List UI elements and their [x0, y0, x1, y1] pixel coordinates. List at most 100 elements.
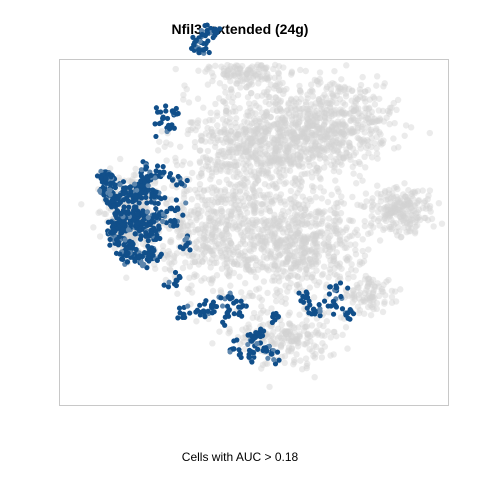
background-cell [310, 116, 318, 123]
background-cell [286, 242, 293, 250]
background-cell [328, 139, 335, 146]
background-cell [277, 132, 284, 140]
background-cell [225, 247, 232, 254]
background-cell [286, 309, 293, 316]
background-cell [315, 220, 322, 228]
background-cell [269, 200, 276, 207]
background-cell [179, 264, 187, 272]
background-cell [245, 100, 253, 107]
background-cell [319, 124, 326, 131]
background-cell [260, 226, 267, 234]
background-cell [303, 114, 311, 121]
background-cell [367, 222, 375, 229]
background-cell [187, 126, 194, 134]
background-cell [269, 231, 276, 239]
background-cell [371, 119, 379, 126]
background-cell [314, 243, 321, 250]
background-cell [278, 213, 285, 221]
background-cell [265, 267, 272, 274]
background-cell [277, 139, 285, 147]
background-cell [278, 298, 286, 306]
background-cell [265, 93, 272, 101]
background-cell [300, 108, 308, 116]
background-cell [199, 240, 207, 248]
background-cell [348, 97, 355, 104]
background-cell [151, 180, 159, 187]
background-cell [356, 86, 364, 93]
background-cell [394, 232, 401, 239]
background-cell [278, 174, 285, 181]
background-cell [198, 221, 206, 228]
background-cell [273, 144, 280, 151]
background-cell [272, 180, 279, 188]
background-cell [264, 152, 271, 159]
background-cell [224, 160, 231, 168]
background-cell [224, 138, 231, 146]
background-cell [421, 197, 429, 205]
background-cell [398, 215, 405, 222]
background-cell [96, 233, 104, 240]
background-cell [207, 176, 214, 183]
background-cell [312, 139, 319, 146]
background-cell [352, 267, 359, 274]
background-cell [414, 214, 421, 222]
background-cell [308, 260, 316, 268]
background-cell [294, 223, 301, 230]
background-cell [286, 141, 293, 149]
background-cell [359, 120, 367, 128]
background-cell [245, 266, 252, 273]
background-cell [276, 218, 284, 225]
background-cell [271, 145, 278, 153]
background-cell [305, 158, 312, 166]
background-cell [243, 127, 250, 134]
background-cell [274, 156, 281, 163]
background-cell [226, 153, 233, 160]
background-cell [379, 308, 387, 316]
background-cell [310, 131, 318, 139]
background-cell [336, 128, 343, 135]
background-cell [268, 158, 275, 165]
background-cell [259, 238, 266, 245]
background-cell [252, 135, 260, 142]
background-cell [374, 208, 382, 216]
background-cell [218, 207, 225, 215]
background-cell [202, 153, 209, 161]
background-cell [285, 223, 293, 231]
background-cell [311, 109, 318, 117]
background-cell [299, 237, 306, 245]
background-cell [316, 174, 324, 181]
background-cell [371, 101, 379, 108]
background-cell [292, 262, 300, 270]
background-cell [386, 225, 394, 233]
background-cell [242, 125, 249, 132]
background-cell [191, 143, 199, 151]
background-cell [196, 159, 204, 167]
background-cell [259, 159, 266, 167]
background-cell [302, 125, 310, 132]
background-cell [293, 351, 300, 358]
background-cell [222, 225, 230, 233]
background-cell [341, 86, 348, 94]
background-cell [323, 85, 330, 93]
background-cell [306, 155, 313, 163]
background-cell [290, 260, 298, 267]
background-cell [283, 142, 290, 149]
background-cell [210, 218, 217, 225]
background-cell [284, 243, 291, 250]
background-cell [225, 94, 232, 101]
background-cell [250, 205, 257, 213]
background-cell [250, 207, 258, 215]
background-cell [364, 124, 371, 131]
background-cell [352, 99, 359, 107]
background-cell [251, 221, 258, 229]
background-cell [286, 235, 293, 242]
high-auc-cell [168, 206, 174, 212]
background-cell [315, 146, 322, 153]
background-cell [263, 142, 271, 150]
background-cell [424, 216, 432, 224]
background-cell [276, 123, 283, 130]
background-cell [231, 158, 238, 166]
background-cell [304, 235, 311, 242]
background-cell [312, 145, 320, 152]
background-cell [323, 159, 330, 166]
